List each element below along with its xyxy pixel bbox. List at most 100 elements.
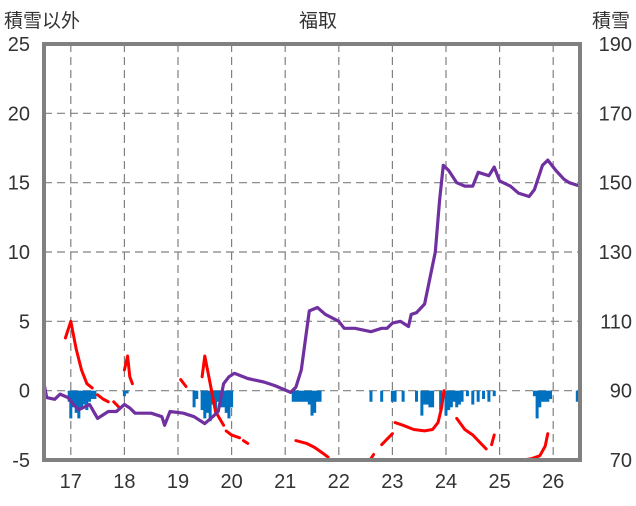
precipitation-bar [532,390,536,397]
precipitation-bar [535,390,539,419]
precipitation-bar [546,390,550,402]
left-y-tick-label: -5 [12,450,30,472]
precipitation-bar [85,390,89,411]
right-axis-label: 積雪 [592,10,630,32]
precipitation-bar [487,390,491,402]
precipitation-bar [208,390,212,422]
left-y-tick-label: 20 [8,103,30,125]
snow-depth-path [42,158,582,427]
temperature-segment [522,432,550,462]
precipitation-bar [222,390,226,408]
x-tick-label: 18 [113,471,135,493]
precipitation-bar [549,390,553,399]
temperature-segment [455,416,488,451]
precipitation-bar [294,390,298,402]
precipitation-bar [447,390,451,411]
right-y-ticks: 190 170 150 130 110 90 70 [599,34,632,472]
precipitation-bar [125,390,129,394]
precipitation-bar [195,390,199,399]
precipitation-bar [224,390,228,413]
right-y-tick-label: 170 [599,103,632,125]
precipitation-bar [482,390,486,399]
temperature-segment [380,432,394,447]
x-tick-label: 22 [328,471,350,493]
temperature-segment [294,439,330,459]
temperature-segment [490,433,496,447]
precipitation-bar [299,390,303,402]
precipitation-bar [431,390,435,408]
precipitation-bar [455,390,459,408]
x-tick-label: 19 [167,471,189,493]
left-y-tick-label: 5 [19,311,30,333]
precipitation-bar [369,390,373,402]
precipitation-bar [420,390,424,416]
precipitation-bar [205,390,209,413]
precipitation-bar [465,390,469,397]
precipitation-bar [390,390,394,402]
precipitation-bar [200,390,204,411]
precipitation-bar [302,390,306,402]
left-y-tick-label: 15 [8,173,30,195]
right-y-tick-label: 130 [599,242,632,264]
plot-border [42,42,582,462]
temperature-segment [179,378,188,388]
precipitation-bar [122,390,126,397]
precipitation-bar [230,390,234,408]
precipitation-bar [80,390,84,408]
precipitation-bar [307,390,311,405]
x-tick-label: 24 [435,471,457,493]
precipitation-bar [90,390,94,399]
precipitation-bar [214,390,218,413]
precipitation-bar [393,390,397,402]
precipitation-bar [471,390,475,405]
right-y-tick-label: 70 [610,450,632,472]
precipitation-bar [457,390,461,405]
precipitation-bar [93,390,97,399]
precipitation-bar [192,390,196,408]
left-y-tick-label: 10 [8,242,30,264]
precipitation-bar [67,390,71,402]
precipitation-bar [575,390,579,402]
precipitation-bar [227,390,231,419]
precipitation-bar [77,390,81,419]
x-tick-label: 26 [542,471,564,493]
precipitation-bar [71,390,75,408]
temperature-segment [63,319,94,390]
precipitation-bar [318,390,322,402]
chart-title: 福取 [299,10,337,32]
precipitation-bar [449,390,453,408]
precipitation-bar [401,390,405,402]
temperature-segment [112,400,121,409]
temperature-segment [393,389,446,433]
precipitation-bar [74,390,78,413]
precipitation-bar [313,390,317,413]
temperature-segment [241,439,250,445]
precipitation-bar [310,390,314,416]
plot-frame [42,42,582,462]
x-ticks: 17 18 19 20 21 22 23 24 25 26 [60,471,565,493]
temperature-segment [122,354,134,386]
precipitation-bar [460,390,464,402]
precipitation-bar [452,390,456,402]
grid [44,44,580,460]
precipitation-bar [540,390,544,402]
temperature-segment [369,453,376,461]
precipitation-bar [82,390,86,405]
precipitation-bar [476,390,480,402]
precipitation-bar [444,390,448,416]
temperature-segment [224,429,242,440]
precipitation-bar [315,390,319,402]
precipitation-bar [492,390,496,397]
x-tick-label: 23 [381,471,403,493]
precipitation-bar [428,390,432,408]
precipitation-bars [67,390,579,422]
precipitation-bar [538,390,542,408]
precipitation-bar [543,390,547,402]
precipitation-bar [69,390,73,419]
left-y-ticks: 25 20 15 10 5 0 -5 [8,34,30,472]
precipitation-bar [291,390,295,402]
right-y-tick-label: 190 [599,34,632,56]
left-axis-label: 積雪以外 [4,10,80,32]
